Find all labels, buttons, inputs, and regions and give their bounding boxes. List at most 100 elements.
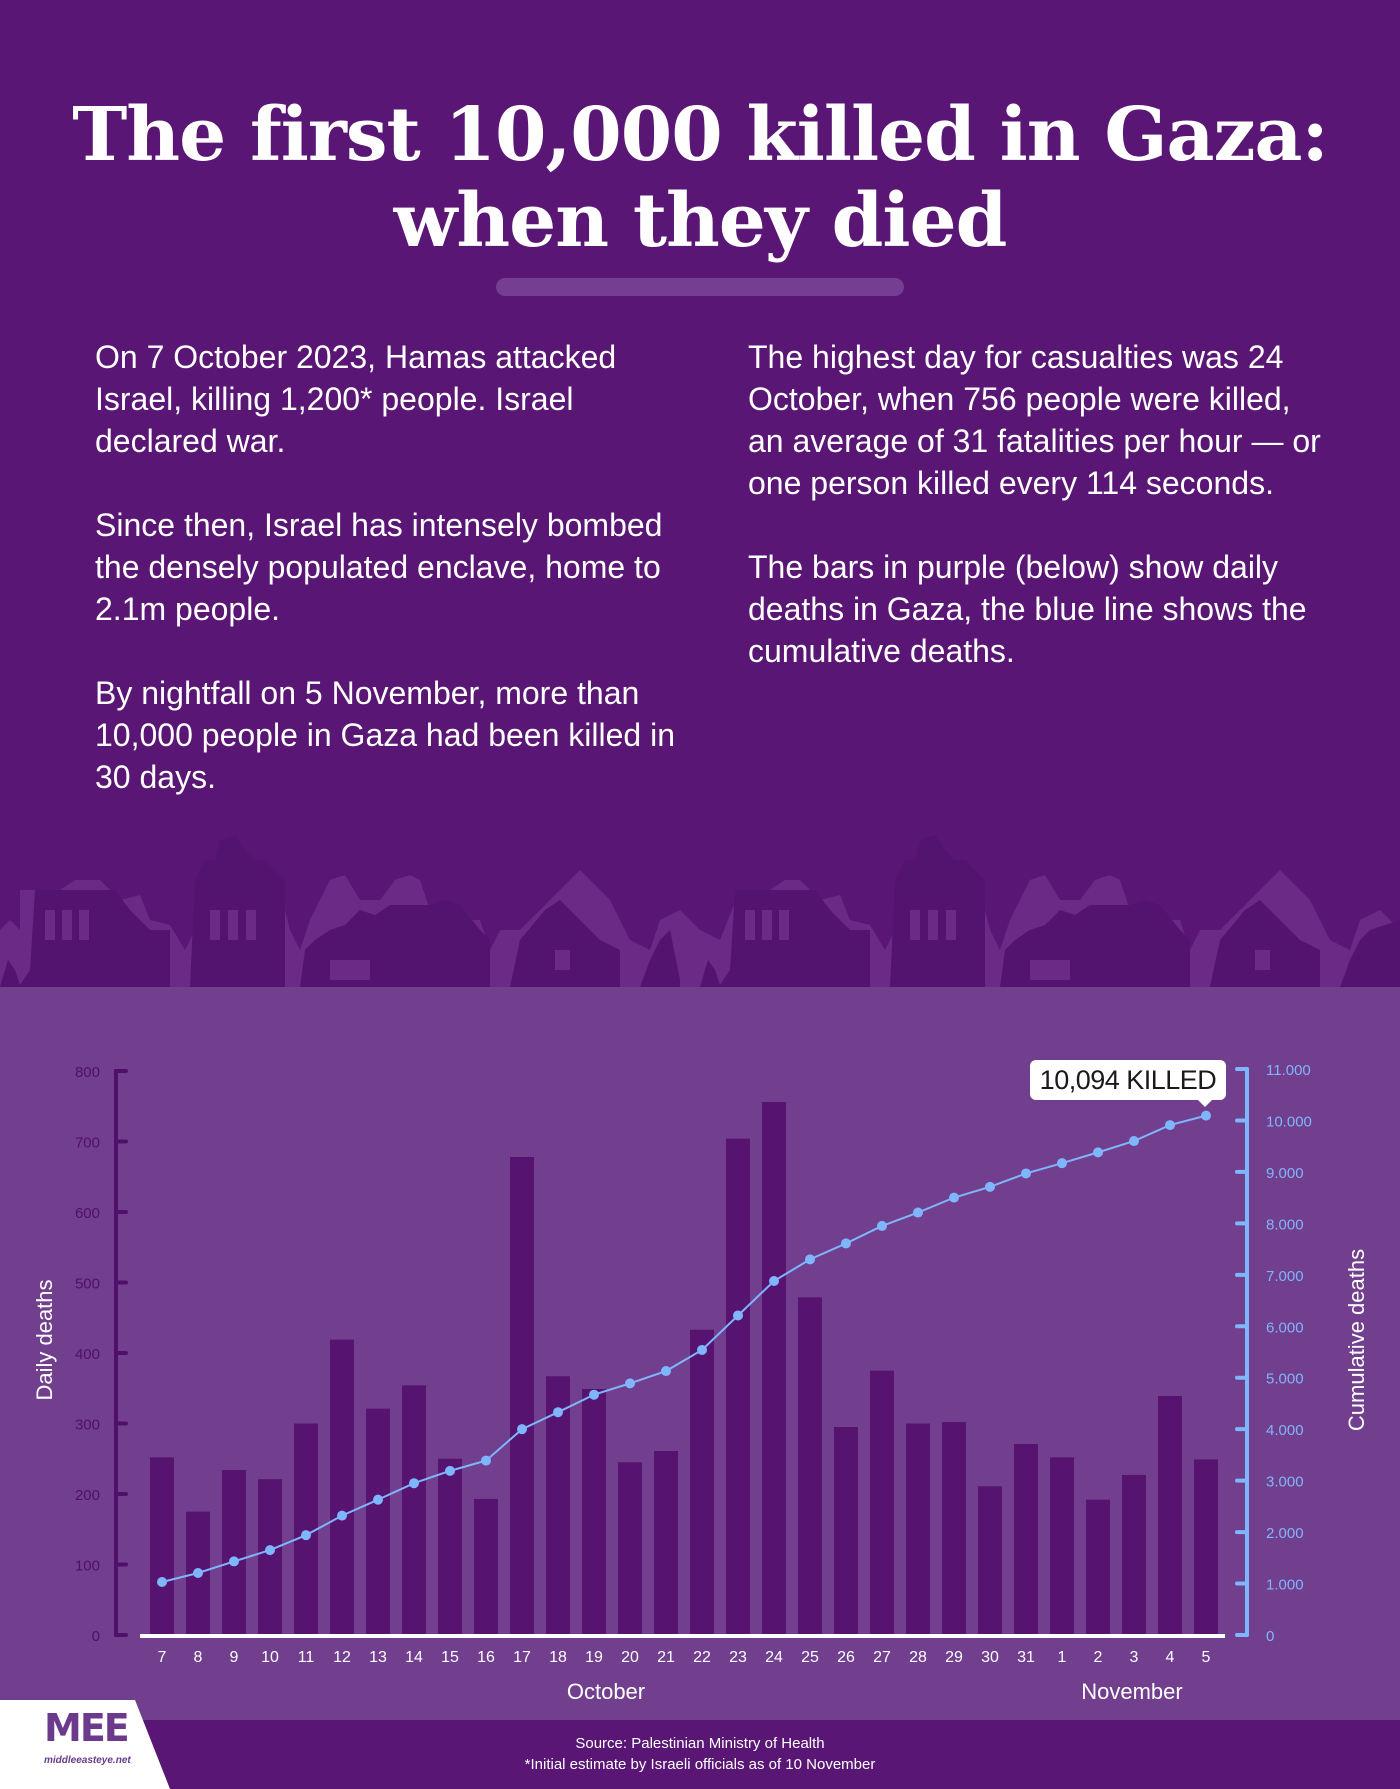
cumulative-line	[157, 1110, 1211, 1588]
intro-left-column: On 7 October 2023, Hamas attacked Israel…	[95, 336, 685, 840]
bar-19	[582, 1388, 606, 1635]
right-axis-tick-label: 9.000	[1266, 1165, 1304, 1182]
left-axis-tick-label: 600	[75, 1205, 100, 1222]
cumulative-point-17	[517, 1424, 527, 1435]
page-title: The first 10,000 killed in Gaza: when th…	[0, 92, 1400, 264]
left-axis-tick-label: 100	[75, 1558, 100, 1575]
cumulative-point-1	[1057, 1158, 1067, 1169]
cumulative-point-16	[481, 1455, 491, 1466]
bar-17	[510, 1157, 534, 1635]
bar-28	[906, 1423, 930, 1635]
x-tick-label: 2	[1094, 1649, 1103, 1666]
ruined-skyline-illustration	[0, 835, 1400, 987]
x-tick-label: 31	[1017, 1649, 1035, 1666]
right-axis-tick-label: 3.000	[1266, 1474, 1304, 1491]
total-killed-callout: 10,094 KILLED	[1030, 1060, 1226, 1107]
left-y-axis: 0 100 200 300 400 500 600 700 800	[75, 1064, 128, 1645]
cumulative-point-23	[733, 1310, 743, 1321]
x-tick-label: 17	[513, 1649, 531, 1666]
right-axis-tick-label: 1.000	[1266, 1577, 1304, 1594]
left-axis-tick-label: 400	[75, 1346, 100, 1363]
left-axis-tick-label: 300	[75, 1417, 100, 1434]
bar-15	[438, 1458, 462, 1635]
intro-paragraph: Since then, Israel has intensely bombed …	[95, 507, 663, 627]
bar-25	[798, 1297, 822, 1635]
x-tick-label: 5	[1202, 1649, 1211, 1666]
cumulative-point-14	[409, 1478, 419, 1489]
cumulative-point-12	[337, 1510, 347, 1521]
left-axis-tick-label: 800	[75, 1064, 100, 1081]
bar-30	[978, 1486, 1002, 1635]
cumulative-point-27	[877, 1220, 887, 1231]
skyline-windows	[45, 910, 1270, 980]
cumulative-point-9	[229, 1556, 239, 1567]
cumulative-point-20	[625, 1378, 635, 1389]
x-tick-label: 7	[158, 1649, 167, 1666]
cumulative-point-24	[769, 1275, 779, 1286]
right-axis-title: Cumulative deaths	[1344, 1249, 1369, 1431]
title-line-2: when they died	[393, 178, 1008, 264]
mee-logo-url[interactable]: middleeasteye.net	[44, 1755, 131, 1766]
right-axis-tick-label: 8.000	[1266, 1216, 1304, 1233]
bar-29	[942, 1422, 966, 1635]
title-line-1: The first 10,000 killed in Gaza:	[72, 92, 1329, 178]
x-tick-label: 15	[441, 1649, 459, 1666]
cumulative-point-29	[949, 1192, 959, 1203]
header-section	[0, 0, 1400, 987]
intro-paragraph: The highest day for casualties was 24 Oc…	[748, 339, 1321, 501]
bar-4	[1158, 1396, 1182, 1635]
bar-27	[870, 1370, 894, 1635]
right-axis-tick-label: 6.000	[1266, 1319, 1304, 1336]
left-axis-tick-label: 500	[75, 1276, 100, 1293]
bar-31	[1014, 1443, 1038, 1635]
x-tick-label: 23	[729, 1649, 747, 1666]
source-notes: Source: Palestinian Ministry of Health *…	[0, 1733, 1400, 1775]
bar-9	[222, 1470, 246, 1635]
bar-3	[1122, 1474, 1146, 1635]
mee-logo-panel	[0, 1700, 170, 1789]
x-tick-label: 9	[230, 1649, 239, 1666]
cumulative-point-19	[589, 1389, 599, 1400]
x-tick-label: 21	[657, 1649, 675, 1666]
cumulative-point-28	[913, 1207, 923, 1218]
x-tick-label: 29	[945, 1649, 963, 1666]
left-axis-tick-label: 200	[75, 1487, 100, 1504]
cumulative-point-5	[1201, 1110, 1211, 1121]
bar-20	[618, 1462, 642, 1635]
cumulative-line-path	[161, 1114, 1207, 1583]
x-tick-label: 26	[837, 1649, 855, 1666]
source-text: Source: Palestinian Ministry of Health	[575, 1735, 825, 1752]
intro-paragraph: On 7 October 2023, Hamas attacked Israel…	[95, 339, 617, 459]
cumulative-point-21	[661, 1366, 671, 1377]
x-tick-label: 28	[909, 1649, 927, 1666]
bar-13	[366, 1408, 390, 1635]
cumulative-point-8	[193, 1567, 203, 1578]
bar-14	[402, 1385, 426, 1635]
x-tick-label: 12	[333, 1649, 351, 1666]
x-tick-label: 3	[1130, 1649, 1139, 1666]
left-axis-tick-label: 0	[92, 1628, 100, 1645]
right-y-axis: 0 1.000 2.000 3.000 4.000 5.000 6.000 7.000 8.00…	[1235, 1062, 1312, 1645]
bar-26	[834, 1427, 858, 1635]
intro-paragraph: The bars in purple (below) show daily de…	[748, 549, 1307, 669]
cumulative-point-10	[265, 1545, 275, 1556]
footer	[0, 1720, 1400, 1789]
x-tick-label: 18	[549, 1649, 567, 1666]
title-divider	[496, 278, 904, 296]
intro-right-column: The highest day for casualties was 24 Oc…	[748, 336, 1328, 714]
bar-16	[474, 1498, 498, 1635]
x-tick-label: 8	[194, 1649, 203, 1666]
x-tick-label: 14	[405, 1649, 423, 1666]
footnote-text: *Initial estimate by Israeli officials a…	[524, 1756, 876, 1773]
right-axis-tick-label: 4.000	[1266, 1422, 1304, 1439]
x-tick-label: 30	[981, 1649, 999, 1666]
x-tick-label: 16	[477, 1649, 495, 1666]
bar-23	[726, 1138, 750, 1635]
cumulative-point-18	[553, 1407, 563, 1418]
mee-logo[interactable]: MEE	[44, 1706, 130, 1750]
bar-11	[294, 1423, 318, 1635]
bar-21	[654, 1450, 678, 1635]
bar-18	[546, 1376, 570, 1635]
intro-paragraph: By nightfall on 5 November, more than 10…	[95, 675, 675, 795]
cumulative-point-22	[697, 1344, 707, 1355]
